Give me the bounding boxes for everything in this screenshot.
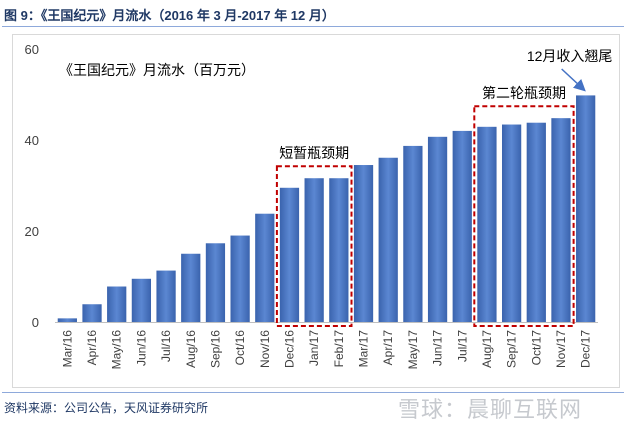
bottleneck-box <box>473 105 575 327</box>
bottom-divider <box>2 392 624 393</box>
x-tick-label: Dec/16 <box>282 330 296 368</box>
x-tick-label: Nov/16 <box>258 330 272 368</box>
bar-apr-16 <box>82 304 102 322</box>
bar-aug-16 <box>181 253 201 322</box>
bar-oct-16 <box>230 235 250 322</box>
x-tick-label: Apr/17 <box>381 330 395 366</box>
bar-apr-17 <box>378 157 398 322</box>
x-tick-label: Oct/16 <box>233 330 247 366</box>
bar-nov-16 <box>255 213 275 322</box>
annotations: 短暂瓶颈期 第二轮瓶颈期 12月收入翘尾 <box>275 48 613 327</box>
bar-sep-17 <box>501 124 522 322</box>
y-tick-label: 60 <box>25 42 39 57</box>
x-tick-label: Feb/17 <box>332 330 346 368</box>
x-tick-label: Jul/17 <box>455 330 469 362</box>
bar-nov-17 <box>551 118 571 322</box>
bar-jun-16 <box>131 278 152 322</box>
x-tick-label: Apr/16 <box>85 330 99 366</box>
bar-dec-17 <box>576 95 596 322</box>
bar-may-16 <box>107 286 127 322</box>
bar-aug-17 <box>477 126 497 322</box>
y-tick-label: 20 <box>25 224 39 239</box>
x-tick-label: Dec/17 <box>579 330 593 368</box>
bar-jul-17 <box>452 130 472 322</box>
bars <box>57 95 596 323</box>
y-axis: 0 20 40 60 <box>25 42 39 330</box>
bar-chart: 《王国纪元》月流水（百万元） 0 20 40 60 Mar/16 Apr/16 May/1… <box>25 42 613 370</box>
top-divider <box>2 26 624 27</box>
surge-arrow <box>561 68 586 92</box>
bottleneck-label: 短暂瓶颈期 <box>279 145 349 161</box>
surge-label: 12月收入翘尾 <box>527 48 613 64</box>
bottleneck-label: 第二轮瓶颈期 <box>482 85 566 101</box>
x-tick-label: Jul/16 <box>159 330 173 362</box>
x-tick-label: Jun/16 <box>134 330 148 366</box>
bar-mar-17 <box>353 165 374 322</box>
y-tick-label: 0 <box>32 315 39 330</box>
x-tick-label: Nov/17 <box>554 330 568 368</box>
x-tick-label: Sep/16 <box>208 330 222 368</box>
x-tick-label: Oct/17 <box>529 330 543 366</box>
bar-mar-16 <box>57 318 77 322</box>
bottleneck-box <box>275 165 353 327</box>
chart-panel: 《王国纪元》月流水（百万元） 0 20 40 60 Mar/16 Apr/16 May/1… <box>12 34 620 388</box>
x-tick-label: Jan/17 <box>307 330 321 366</box>
bar-may-17 <box>403 145 423 322</box>
bar-oct-17 <box>526 122 546 323</box>
y-tick-label: 40 <box>25 133 39 148</box>
x-tick-label: Sep/17 <box>505 330 519 368</box>
x-tick-label: Aug/16 <box>184 330 198 368</box>
figure-title: 图 9：《王国纪元》月流水（2016 年 3 月-2017 年 12 月） <box>4 8 335 23</box>
bar-jan-17 <box>304 178 324 322</box>
bar-sep-16 <box>205 243 226 322</box>
x-tick-label: Jun/17 <box>431 330 445 366</box>
x-axis: Mar/16 Apr/16 May/16 Jun/16 Jul/16 Aug/16 Sep/… <box>55 322 598 370</box>
bar-feb-17 <box>329 178 349 322</box>
x-tick-label: May/17 <box>406 330 420 370</box>
source-note: 资料来源：公司公告，天风证券研究所 <box>4 401 209 415</box>
x-tick-label: May/16 <box>110 330 124 370</box>
x-tick-label: Mar/17 <box>357 330 371 368</box>
x-tick-label: Aug/17 <box>480 330 494 368</box>
bar-jul-16 <box>156 270 176 322</box>
watermark-text: 雪球：晨聊互联网 <box>398 398 583 423</box>
x-tick-label: Mar/16 <box>60 330 74 368</box>
bar-dec-16 <box>279 187 300 322</box>
bar-jun-17 <box>427 136 448 322</box>
chart-title: 《王国纪元》月流水（百万元） <box>59 62 255 78</box>
